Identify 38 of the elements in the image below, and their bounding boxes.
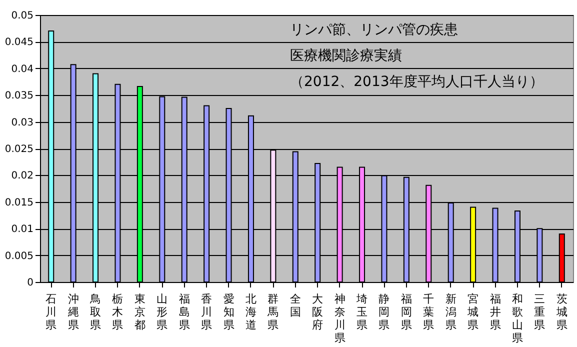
x-tick-label: 鳥取県: [89, 292, 102, 332]
text: リンパ節、リンパ管の疾患: [290, 22, 458, 38]
y-tick-label: 0.045: [4, 37, 34, 48]
y-tick-label: 0.015: [4, 197, 34, 208]
y-tick-label: 0.035: [4, 90, 34, 102]
x-tick-label: 愛知県: [223, 292, 234, 332]
x-tick-label: 茨城県: [555, 292, 568, 332]
x-tick-label: 沖縄県: [66, 292, 79, 332]
x-tick-label: 福井県: [490, 292, 501, 332]
x-tick-label: 新潟県: [445, 292, 456, 332]
x-tick-label: 静岡県: [378, 292, 390, 332]
x-tick-label: 東京都: [134, 292, 146, 332]
x-tick-label: 和歌山県: [512, 292, 523, 344]
x-tick-label: 山形県: [156, 292, 168, 332]
annotation: （2012、2013年度平均人口千人当り）: [290, 74, 544, 90]
y-tick-label: 0.03: [11, 117, 34, 128]
x-tick-label: 栃木県: [112, 292, 124, 332]
text: 医療機関診療実績: [290, 48, 402, 64]
y-tick-label: 0.005: [4, 250, 34, 262]
x-tick-label: 福岡県: [400, 292, 412, 332]
y-tick-label: 0: [27, 278, 34, 288]
x-tick-label: 香川県: [201, 292, 212, 332]
x-tick-label: 群馬県: [266, 292, 279, 332]
x-tick-label: 北海道: [245, 292, 256, 332]
y-tick-label: 0.01: [11, 224, 34, 236]
x-tick-label: 全国: [290, 292, 301, 318]
y-tick-label: 0.02: [11, 170, 34, 182]
x-tick-label: 福島県: [178, 292, 190, 332]
x-tick-label: 石川県: [46, 292, 57, 332]
y-tick-label: 0.05: [11, 10, 34, 22]
x-tick-label: 三重県: [534, 292, 546, 332]
y-tick-label: 0.04: [11, 64, 34, 75]
x-tick-label: 神奈川県: [334, 292, 346, 344]
x-tick-label: 大阪府: [312, 292, 324, 332]
x-tick-label: 宮城県: [466, 292, 479, 332]
x-tick-label: 埼玉県: [356, 292, 368, 332]
x-tick-label: 千葉県: [423, 292, 434, 332]
y-tick-label: 0.025: [4, 144, 34, 155]
